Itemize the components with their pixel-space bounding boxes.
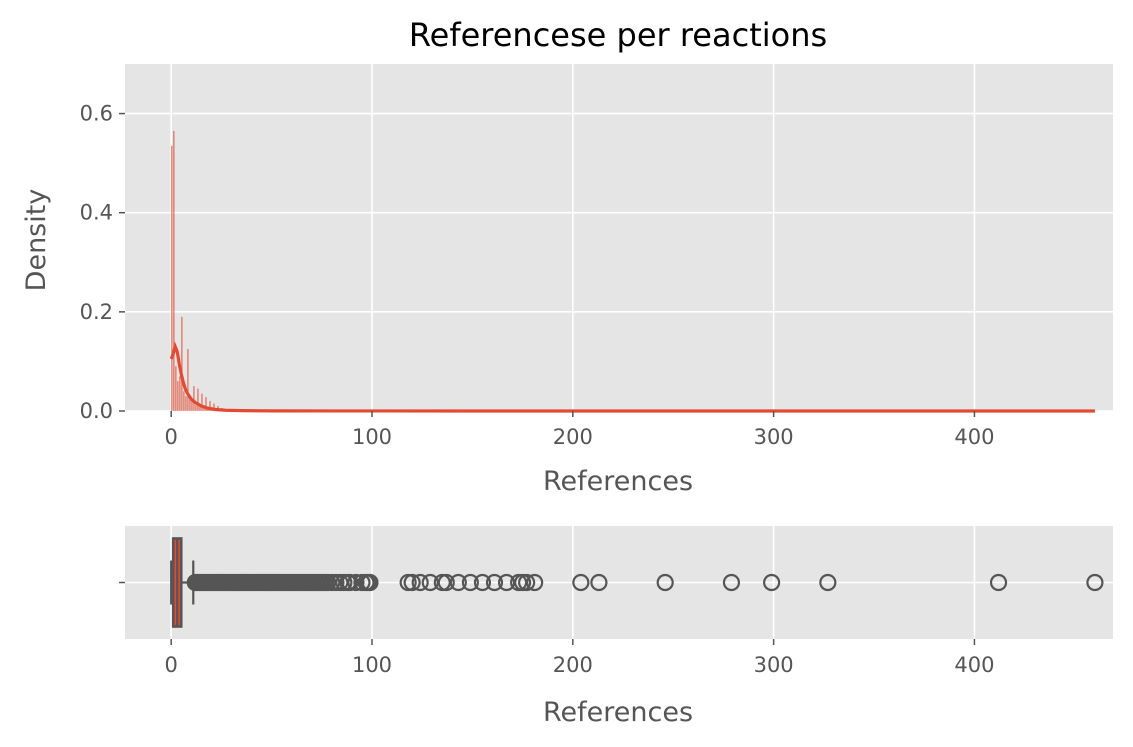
boxplot-x-tick-label: 100 — [352, 653, 392, 677]
boxplot-x-tick-label: 200 — [553, 653, 593, 677]
histogram-bar — [185, 396, 187, 411]
boxplot-x-tick-label: 400 — [954, 653, 994, 677]
histogram-y-tick-label: 0.0 — [80, 399, 113, 423]
histogram-bar — [201, 393, 203, 411]
histogram-y-tick-label: 0.6 — [80, 102, 113, 126]
kde-line — [169, 341, 1095, 413]
histogram-bar — [179, 376, 181, 411]
histogram-bar — [183, 391, 185, 411]
histogram-bar — [187, 349, 189, 411]
histogram-bar — [213, 403, 215, 411]
boxplot-x-axis-label: References — [543, 697, 693, 728]
histogram-bar — [205, 397, 207, 411]
histogram-y-tick-label: 0.2 — [80, 300, 113, 324]
boxplot-outlier-point — [411, 573, 429, 592]
boxplot-outlier-point — [656, 573, 674, 592]
boxplot-panel: 0 100 200 300 400 References — [119, 526, 1113, 728]
histogram-x-tick-label: 0 — [164, 425, 177, 449]
boxplot-outlier-point — [361, 573, 379, 592]
boxplot-outlier-point — [518, 573, 536, 592]
boxplot-outlier-point — [485, 573, 504, 592]
boxplot-box — [170, 537, 195, 628]
histogram-x-tick-label: 400 — [954, 425, 994, 449]
histogram-bar — [191, 401, 193, 411]
histogram-plot-area — [125, 64, 1113, 411]
histogram-bar — [175, 366, 177, 411]
histogram-x-ticks: 0 100 200 300 400 — [164, 411, 994, 449]
histogram-bars — [171, 130, 223, 412]
histogram-y-tick-label: 0.4 — [80, 201, 113, 225]
boxplot-outlier-point — [819, 573, 837, 592]
boxplot-outlier-point — [722, 573, 741, 592]
histogram-x-tick-label: 200 — [553, 425, 593, 449]
boxplot-outlier-point — [449, 573, 467, 592]
histogram-x-tick-label: 100 — [352, 425, 392, 449]
histogram-bar — [199, 406, 201, 411]
histogram-bar — [181, 316, 183, 411]
histogram-bar — [197, 388, 199, 411]
histogram-bar — [209, 401, 211, 411]
boxplot-outlier-point — [590, 573, 608, 592]
boxplot-x-ticks: 0 100 200 300 400 — [164, 639, 994, 677]
boxplot-outliers — [186, 573, 1104, 592]
histogram-bar — [195, 405, 197, 411]
boxplot-outlier-point — [572, 573, 590, 592]
boxplot-outlier-point — [989, 573, 1008, 592]
histogram-bar — [203, 407, 205, 411]
histogram-x-tick-label: 300 — [754, 425, 794, 449]
histogram-x-axis-label: References — [543, 466, 693, 497]
boxplot-outlier-point — [403, 573, 421, 592]
boxplot-outlier-point — [1086, 573, 1104, 592]
histogram-panel: 0 100 200 300 400 0.0 0.2 0.4 0.6 References De… — [21, 64, 1113, 497]
boxplot-outlier-point — [437, 573, 455, 592]
histogram-bar — [177, 381, 179, 411]
histogram-bar — [189, 398, 191, 411]
boxplot-outlier-point — [763, 573, 781, 592]
boxplot-x-tick-label: 300 — [754, 653, 794, 677]
boxplot-outlier-point — [461, 573, 479, 592]
boxplot-outlier-point — [473, 573, 492, 592]
histogram-y-ticks: 0.0 0.2 0.4 0.6 — [80, 102, 125, 423]
histogram-y-axis-label: Density — [21, 189, 52, 292]
boxplot-x-tick-label: 0 — [164, 653, 177, 677]
histogram-bar — [173, 130, 175, 411]
boxplot-outlier-point — [526, 573, 544, 592]
chart-title: Referencese per reactions — [409, 16, 827, 54]
histogram-bar — [171, 145, 173, 412]
histogram-bar — [193, 386, 195, 411]
